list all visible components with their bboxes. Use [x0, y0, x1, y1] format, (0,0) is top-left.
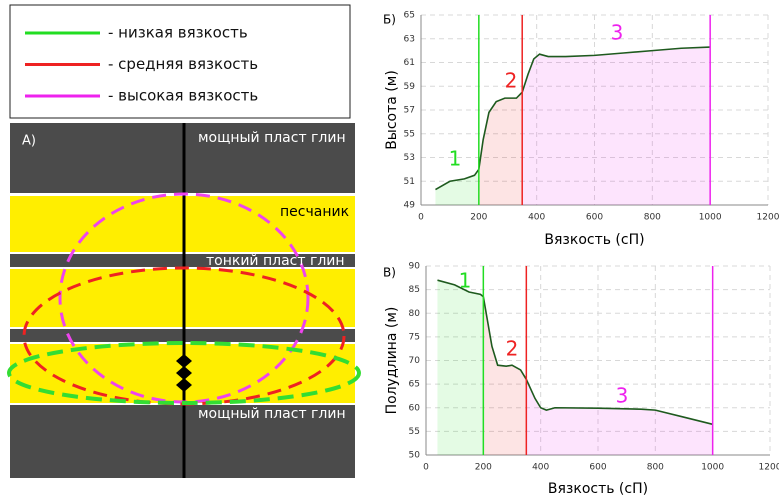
panel-label: А)	[22, 134, 36, 149]
region-label: 3	[611, 21, 624, 45]
region-label: 2	[505, 69, 518, 93]
y-axis-label: Полудлина (м)	[384, 307, 400, 415]
y-tick-label: 63	[404, 34, 415, 44]
x-tick-label: 600	[586, 213, 603, 223]
y-tick-label: 65	[404, 11, 415, 21]
x-tick-label: 200	[470, 213, 487, 223]
region-fill	[483, 297, 526, 455]
chart-title: Б)	[383, 13, 396, 27]
x-tick-label: 800	[644, 213, 661, 223]
y-tick-label: 59	[404, 82, 416, 92]
region-fill	[435, 169, 478, 205]
y-tick-label: 70	[409, 356, 421, 366]
x-tick-label: 400	[528, 213, 545, 223]
y-tick-label: 57	[404, 106, 415, 116]
region-label: 1	[449, 147, 462, 171]
y-tick-label: 85	[409, 285, 420, 295]
region-label: 1	[459, 269, 472, 293]
legend-label: - низкая вязкость	[108, 24, 248, 42]
layer-label: мощный пласт глин	[198, 406, 346, 422]
chart-title: В)	[383, 266, 396, 280]
chart: В) Полудлина (м) Вязкость (сП) 50 55 60 65 70 75…	[383, 262, 779, 498]
y-tick-label: 80	[409, 309, 421, 319]
legend-label: - высокая вязкость	[108, 87, 258, 105]
y-tick-label: 50	[409, 451, 421, 461]
figure: - низкая вязкость - средняя вязкость - выс…	[0, 0, 779, 497]
y-tick-label: 51	[404, 177, 415, 187]
y-tick-label: 55	[404, 129, 415, 139]
y-tick-label: 49	[404, 201, 416, 211]
y-tick-label: 61	[404, 58, 415, 68]
x-tick-label: 800	[647, 463, 664, 473]
y-tick-label: 55	[409, 427, 420, 437]
x-axis-label: Вязкость (сП)	[548, 481, 648, 497]
region-label: 2	[506, 337, 519, 361]
y-tick-label: 75	[409, 332, 420, 342]
layer-label: мощный пласт глин	[198, 130, 346, 146]
x-tick-label: 0	[418, 213, 424, 223]
legend-label: - средняя вязкость	[108, 55, 258, 73]
y-axis-label: Высота (м)	[384, 70, 400, 150]
region-fill	[522, 47, 710, 205]
x-tick-label: 600	[589, 463, 606, 473]
x-tick-label: 1200	[757, 213, 779, 223]
chart: Б) Высота (м) Вязкость (сП) 49 51 53 55 57 59 61 6…	[383, 11, 779, 249]
x-axis-label: Вязкость (сП)	[544, 232, 644, 248]
region-fill	[437, 280, 483, 455]
x-tick-label: 400	[532, 463, 549, 473]
y-tick-label: 60	[409, 403, 421, 413]
y-tick-label: 65	[409, 380, 420, 390]
layer-label: тонкий пласт глин	[206, 253, 345, 269]
x-tick-label: 0	[423, 463, 429, 473]
x-tick-label: 1200	[759, 463, 779, 473]
region-fill	[479, 92, 522, 205]
diagram: А) мощный пласт глин песчаник тонкий пла…	[9, 123, 359, 478]
x-tick-label: 1000	[699, 213, 722, 223]
y-tick-label: 53	[404, 153, 415, 163]
x-tick-label: 200	[475, 463, 492, 473]
x-tick-label: 1000	[701, 463, 724, 473]
perforation	[176, 354, 192, 392]
region-label: 3	[616, 384, 629, 408]
layer-label: песчаник	[280, 204, 349, 220]
y-tick-label: 90	[409, 262, 421, 272]
